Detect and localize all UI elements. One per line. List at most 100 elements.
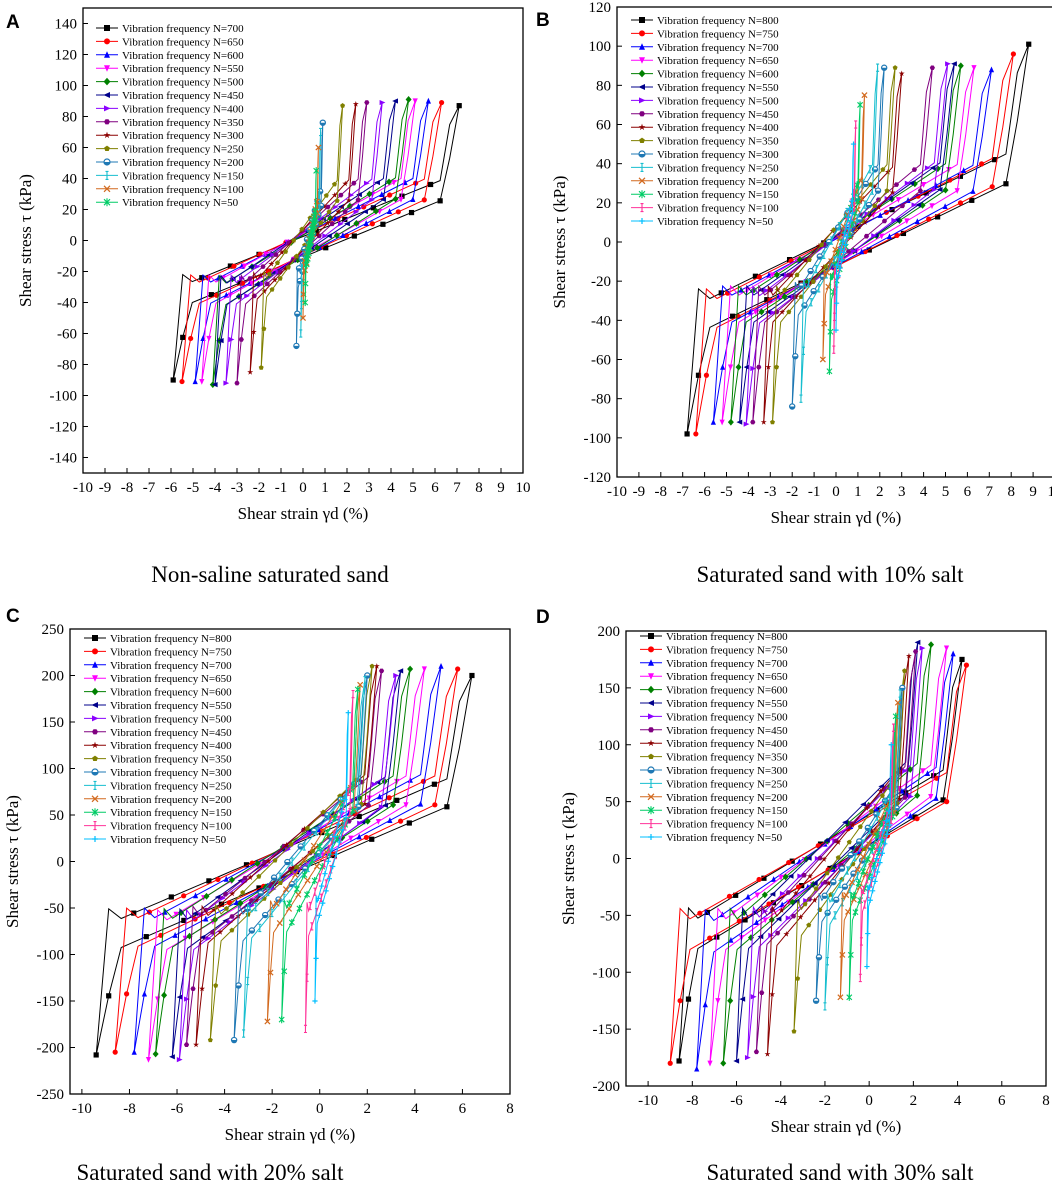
data-point-b-6-60: [750, 365, 757, 372]
data-point-a-8-54: [271, 276, 278, 283]
data-point-c-8-3: [211, 906, 218, 913]
series-line-d-13: [848, 716, 897, 998]
data-point-a-6-60: [228, 336, 235, 343]
data-point-d-15-24: [883, 818, 889, 824]
data-point-d-6-54: [785, 915, 792, 921]
x-tick-label-a: -4: [209, 480, 222, 496]
data-point-c-6-33: [378, 804, 385, 810]
legend-entry-b-13: Vibration frequency N=150: [657, 189, 779, 201]
data-point-d-0-0: [676, 1058, 682, 1064]
data-point-b-7-36: [899, 203, 906, 209]
data-point-c-6-27: [371, 781, 378, 787]
data-point-a-13-42: [309, 232, 316, 241]
data-point-b-1-60: [703, 372, 710, 378]
data-point-b-15-3: [835, 262, 841, 268]
data-point-a-4-21: [346, 202, 353, 210]
data-point-a-0-6: [227, 263, 233, 269]
data-point-b-15-57: [835, 273, 841, 279]
data-point-d-5-0: [733, 1058, 740, 1064]
data-point-d-8-51: [811, 897, 818, 903]
series-markers-a-7: [234, 100, 370, 386]
data-point-c-7-57: [209, 930, 216, 935]
legend-entry-c-10: Vibration frequency N=300: [110, 767, 232, 779]
data-point-a-9-57: [269, 286, 275, 292]
data-point-a-3-27: [391, 179, 397, 186]
data-point-d-9-57: [806, 922, 812, 928]
x-tick-label-b: -9: [633, 484, 646, 500]
data-point-a-0-54: [237, 280, 243, 286]
series-group-b: [684, 41, 1032, 437]
data-point-d-8-39: [868, 829, 875, 836]
data-point-d-11-12: [853, 852, 857, 862]
data-point-c-15-57: [316, 912, 323, 918]
data-point-d-8-57: [783, 931, 790, 937]
data-point-a-13-36: [311, 221, 318, 230]
data-point-b-6-24: [904, 180, 911, 186]
data-point-c-4-9: [228, 876, 235, 884]
data-point-a-8-51: [282, 265, 289, 272]
data-point-c-15-60: [313, 955, 319, 961]
data-point-a-8-33: [345, 197, 352, 203]
data-point-a-2-33: [410, 196, 416, 203]
data-point-d-15-39: [882, 841, 888, 847]
data-point-c-9-18: [304, 825, 310, 831]
data-point-b-3-0: [719, 419, 725, 426]
data-point-d-9-15: [846, 839, 852, 845]
data-point-b-12-0: [819, 356, 826, 363]
data-point-a-13-48: [306, 244, 313, 252]
data-point-a-13-0: [302, 298, 309, 307]
data-point-d-7-57: [775, 930, 781, 936]
legend-marker-c-3: [92, 675, 98, 682]
data-point-d-14-57: [863, 900, 867, 909]
x-tick-label-c: 6: [459, 1101, 467, 1117]
data-point-d-11-60: [825, 957, 829, 966]
data-point-c-0-24: [394, 797, 400, 803]
data-point-b-9-9: [806, 257, 812, 263]
legend-entry-b-11: Vibration frequency N=250: [657, 162, 779, 174]
data-point-a-1-33: [421, 197, 427, 203]
data-point-b-2-0: [710, 418, 716, 425]
x-tick-label-b: 8: [1007, 484, 1015, 500]
panel-c: C -10 -8 -6 -4 -2 0 2 4 6 8 -250 -200 -150 -100 -50 0 50 1…: [0, 596, 526, 1156]
data-point-a-11-0: [299, 329, 303, 338]
data-point-b-4-60: [735, 363, 742, 371]
data-point-d-11-3: [830, 893, 834, 902]
legend-entry-a-13: Vibration frequency N=50: [122, 197, 239, 209]
legend-marker-a-0: [104, 25, 110, 31]
chart-b: B-10-9-8-7-6-5-4-3-2-1012345678910-120-1…: [536, 0, 1052, 527]
data-point-b-13-30: [857, 101, 864, 109]
data-point-c-14-33: [348, 808, 352, 817]
data-point-b-8-39: [861, 219, 868, 225]
data-point-d-0-9: [761, 875, 767, 881]
data-point-c-1-9: [215, 876, 221, 883]
data-point-d-1-51: [766, 901, 772, 907]
data-point-c-1-6: [181, 893, 187, 899]
data-point-d-15-36: [884, 831, 890, 838]
data-point-b-3-6: [769, 272, 776, 279]
data-point-b-7-42: [863, 233, 870, 239]
data-point-a-9-39: [318, 220, 324, 226]
data-point-b-15-51: [839, 257, 845, 263]
data-point-b-2-24: [933, 182, 939, 188]
series-markers-c-14: [303, 689, 355, 1034]
data-point-d-0-6: [733, 892, 739, 898]
data-point-d-2-27: [924, 770, 931, 777]
data-point-d-14-12: [872, 853, 876, 862]
data-point-c-13-15: [316, 842, 323, 851]
data-point-c-4-6: [203, 892, 210, 900]
data-point-a-2-36: [386, 208, 393, 215]
data-point-b-6-42: [871, 233, 878, 239]
data-point-d-12-3: [843, 892, 850, 899]
data-point-b-9-0: [770, 419, 775, 425]
data-point-b-4-54: [781, 293, 788, 301]
data-point-c-3-39: [348, 835, 354, 842]
data-point-d-4-30: [928, 641, 935, 649]
data-point-b-7-27: [911, 167, 918, 172]
data-point-c-9-45: [294, 864, 300, 870]
data-point-d-4-9: [782, 873, 789, 881]
data-point-a-7-36: [342, 209, 348, 215]
data-point-c-4-12: [254, 860, 261, 867]
x-tick-label-a: 0: [299, 480, 307, 496]
data-point-b-8-24: [871, 183, 878, 190]
series-line-c-11: [243, 680, 366, 1034]
